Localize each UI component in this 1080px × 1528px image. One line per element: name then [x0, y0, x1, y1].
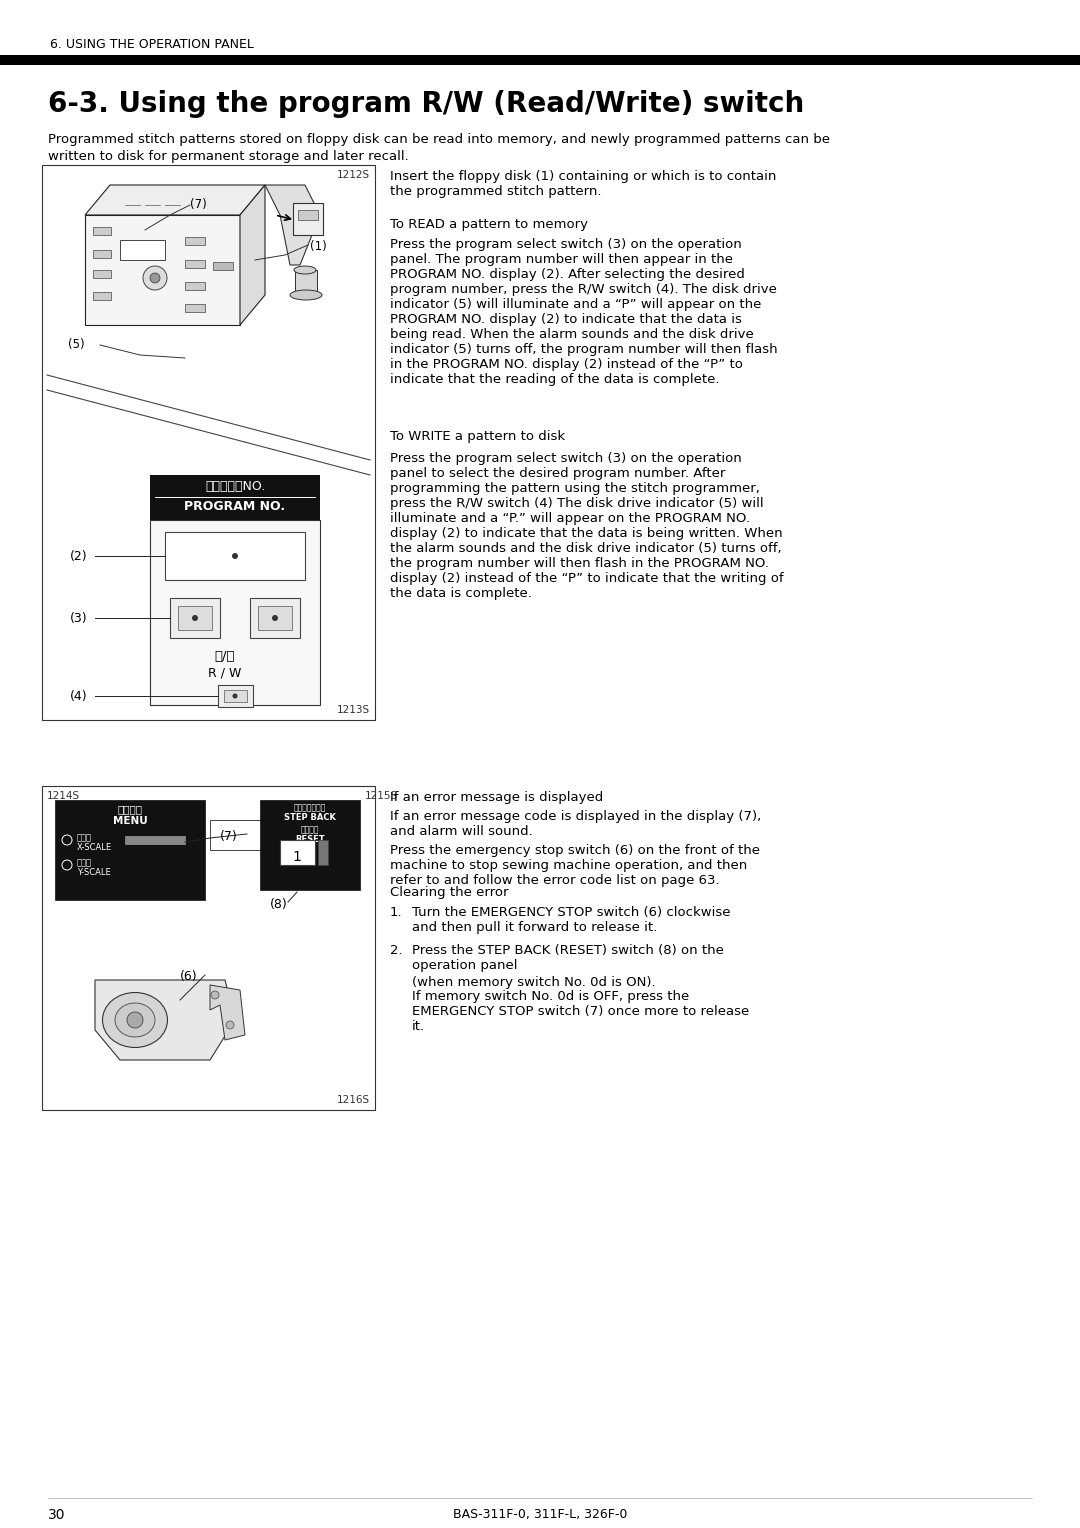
Bar	[185, 283, 205, 290]
Bar	[318, 840, 328, 865]
Bar	[178, 607, 212, 630]
Text: BAS-311F-0, 311F-L, 326F-0: BAS-311F-0, 311F-L, 326F-0	[453, 1508, 627, 1520]
Circle shape	[226, 1021, 234, 1028]
Text: MENU: MENU	[112, 816, 147, 827]
Ellipse shape	[114, 1002, 156, 1038]
Text: If an error message code is displayed in the display (7),
and alarm will sound.: If an error message code is displayed in…	[390, 810, 761, 837]
Ellipse shape	[103, 993, 167, 1048]
Text: 1216S: 1216S	[337, 1096, 370, 1105]
Text: (when memory switch No. 0d is ON).: (when memory switch No. 0d is ON).	[411, 976, 656, 989]
Circle shape	[143, 266, 167, 290]
Text: (6): (6)	[180, 970, 198, 983]
Circle shape	[232, 694, 238, 698]
Text: RESET: RESET	[295, 834, 325, 843]
Text: (4): (4)	[70, 691, 87, 703]
Bar	[55, 801, 205, 900]
Text: リセット: リセット	[300, 825, 320, 834]
Text: Turn the EMERGENCY STOP switch (6) clockwise
and then pull it forward to release: Turn the EMERGENCY STOP switch (6) clock…	[411, 906, 730, 934]
Text: Press the program select switch (3) on the operation
panel. The program number w: Press the program select switch (3) on t…	[390, 238, 778, 387]
Text: 1214S: 1214S	[48, 792, 80, 801]
Text: R / W: R / W	[208, 666, 242, 678]
Text: 1215S: 1215S	[365, 792, 399, 801]
Text: Press the emergency stop switch (6) on the front of the
machine to stop sewing m: Press the emergency stop switch (6) on t…	[390, 843, 760, 886]
Text: 6. USING THE OPERATION PANEL: 6. USING THE OPERATION PANEL	[50, 38, 254, 50]
Polygon shape	[210, 986, 245, 1041]
Text: 横倍率
X-SCALE: 横倍率 X-SCALE	[77, 833, 112, 853]
Text: 1.: 1.	[390, 906, 403, 918]
Bar	[185, 237, 205, 244]
Bar	[93, 270, 111, 278]
Bar	[280, 840, 315, 865]
Text: 読/書: 読/書	[215, 649, 235, 663]
Bar	[218, 685, 253, 707]
Text: 縦倍率
Y-SCALE: 縦倍率 Y-SCALE	[77, 859, 111, 877]
Polygon shape	[85, 215, 240, 325]
Text: メニュー: メニュー	[118, 804, 143, 814]
Text: If an error message is displayed: If an error message is displayed	[390, 792, 604, 804]
Bar	[295, 270, 318, 295]
Text: Programmed stitch patterns stored on floppy disk can be read into memory, and ne: Programmed stitch patterns stored on flo…	[48, 133, 831, 147]
Text: Press the STEP BACK (RESET) switch (8) on the
operation panel: Press the STEP BACK (RESET) switch (8) o…	[411, 944, 724, 972]
Text: STEP BACK: STEP BACK	[284, 813, 336, 822]
Ellipse shape	[294, 266, 316, 274]
Text: (7): (7)	[220, 830, 238, 843]
Bar	[258, 607, 292, 630]
Bar	[42, 785, 375, 1109]
Text: (7): (7)	[190, 199, 206, 211]
Circle shape	[272, 614, 278, 620]
Text: PROGRAM NO.: PROGRAM NO.	[185, 500, 285, 513]
Circle shape	[232, 553, 238, 559]
Text: written to disk for permanent storage and later recall.: written to disk for permanent storage an…	[48, 150, 408, 163]
Bar	[170, 597, 220, 639]
Text: 1213S: 1213S	[337, 704, 370, 715]
Text: Insert the floppy disk (1) containing or which is to contain
the programmed stit: Insert the floppy disk (1) containing or…	[390, 170, 777, 199]
Bar	[298, 209, 318, 220]
Text: (1): (1)	[310, 240, 327, 254]
Polygon shape	[85, 185, 265, 215]
Bar	[249, 597, 300, 639]
Text: (5): (5)	[68, 338, 84, 351]
Text: ステップバック: ステップバック	[294, 804, 326, 811]
Bar	[210, 821, 265, 850]
Bar	[213, 261, 233, 270]
Text: 6-3. Using the program R/W (Read/Write) switch: 6-3. Using the program R/W (Read/Write) …	[48, 90, 805, 118]
Bar	[93, 251, 111, 258]
Bar	[0, 55, 1080, 66]
Bar	[293, 203, 323, 235]
Bar	[120, 240, 165, 260]
Polygon shape	[265, 185, 320, 264]
Text: 30: 30	[48, 1508, 66, 1522]
Polygon shape	[240, 185, 265, 325]
Text: If memory switch No. 0d is OFF, press the
EMERGENCY STOP switch (7) once more to: If memory switch No. 0d is OFF, press th…	[411, 990, 750, 1033]
Bar	[260, 801, 360, 889]
Text: To WRITE a pattern to disk: To WRITE a pattern to disk	[390, 429, 565, 443]
Bar	[93, 228, 111, 235]
Text: 1212S: 1212S	[337, 170, 370, 180]
Bar	[224, 691, 247, 701]
Text: Press the program select switch (3) on the operation
panel to select the desired: Press the program select switch (3) on t…	[390, 452, 784, 601]
Circle shape	[211, 992, 219, 999]
Bar	[185, 260, 205, 267]
Text: 2.: 2.	[390, 944, 403, 957]
Text: (8): (8)	[270, 898, 287, 911]
Text: (3): (3)	[70, 613, 87, 625]
Bar	[42, 165, 375, 720]
Text: プログラムNO.: プログラムNO.	[205, 480, 265, 494]
Circle shape	[192, 614, 198, 620]
Bar	[125, 836, 185, 843]
Text: To READ a pattern to memory: To READ a pattern to memory	[390, 219, 588, 231]
Polygon shape	[95, 979, 235, 1060]
Circle shape	[150, 274, 160, 283]
Bar	[150, 520, 320, 704]
Text: Clearing the error: Clearing the error	[390, 886, 509, 898]
Text: (2): (2)	[70, 550, 87, 562]
Circle shape	[127, 1012, 143, 1028]
Bar	[150, 475, 320, 520]
Ellipse shape	[291, 290, 322, 299]
Bar	[165, 532, 305, 581]
Bar	[185, 304, 205, 312]
Bar	[93, 292, 111, 299]
Text: 1: 1	[293, 850, 301, 863]
